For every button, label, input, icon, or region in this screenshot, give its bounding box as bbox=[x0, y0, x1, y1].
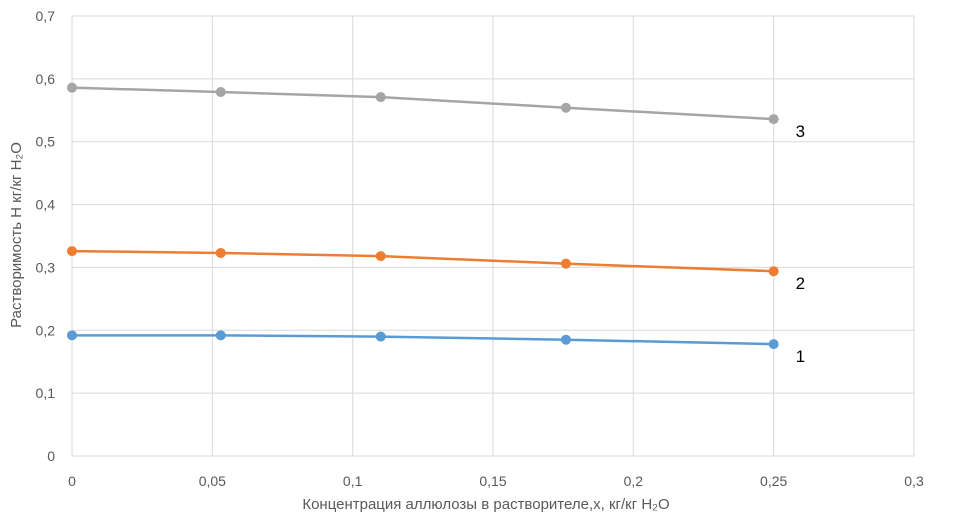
series-1-line bbox=[72, 334, 774, 346]
series-lines bbox=[71, 86, 774, 346]
series-2-label: 2 bbox=[796, 274, 805, 293]
series-1-label: 1 bbox=[796, 347, 805, 366]
y-axis-label: Растворимость H кг/кг H₂O bbox=[8, 142, 25, 328]
series-3-point bbox=[215, 87, 226, 98]
series-2-point bbox=[560, 258, 571, 269]
x-tick-label: 0,2 bbox=[624, 473, 644, 489]
series-1-point bbox=[768, 339, 779, 350]
x-tick-label: 0,1 bbox=[343, 473, 363, 489]
series-1-point bbox=[215, 330, 226, 341]
series-1-point bbox=[560, 334, 571, 345]
series-3-line bbox=[71, 86, 774, 121]
series-2-point bbox=[215, 247, 226, 258]
x-axis-label: Концентрация аллюлозы в растворителе,x, … bbox=[302, 496, 669, 513]
series-2-line bbox=[71, 249, 774, 273]
grid bbox=[71, 15, 915, 457]
series-3-point bbox=[67, 82, 77, 93]
x-tick-label: 0,15 bbox=[479, 473, 506, 489]
series-2-point bbox=[67, 246, 77, 257]
y-tick-label: 0,1 bbox=[36, 385, 56, 401]
series-3-label: 3 bbox=[796, 122, 805, 141]
x-tick-label: 0 bbox=[68, 473, 76, 489]
y-tick-label: 0 bbox=[47, 448, 55, 464]
y-tick-label: 0,2 bbox=[36, 322, 56, 338]
x-tick-label: 0,3 bbox=[904, 473, 924, 489]
series-1-point bbox=[375, 331, 386, 342]
x-tick-label: 0,25 bbox=[760, 473, 787, 489]
y-tick-label: 0,5 bbox=[36, 134, 56, 150]
series-3-point bbox=[560, 102, 571, 113]
series-2-point bbox=[768, 266, 779, 277]
series-1-point bbox=[67, 330, 77, 341]
y-tick-label: 0,3 bbox=[36, 259, 56, 275]
y-tick-label: 0,7 bbox=[36, 8, 56, 24]
tick-labels: 0 0,1 0,2 0,3 0,4 0,5 0,6 0,7 0 0,05 0,1 0,15 0,2 0,2… bbox=[36, 8, 924, 489]
series-points bbox=[67, 82, 779, 350]
series-2-point bbox=[375, 251, 386, 262]
y-tick-label: 0,4 bbox=[36, 197, 56, 213]
y-tick-label: 0,6 bbox=[36, 71, 56, 87]
series-labels: 1 2 3 bbox=[796, 122, 805, 366]
x-tick-label: 0,05 bbox=[199, 473, 226, 489]
series-3-point bbox=[768, 114, 779, 125]
series-3-point bbox=[375, 92, 386, 103]
